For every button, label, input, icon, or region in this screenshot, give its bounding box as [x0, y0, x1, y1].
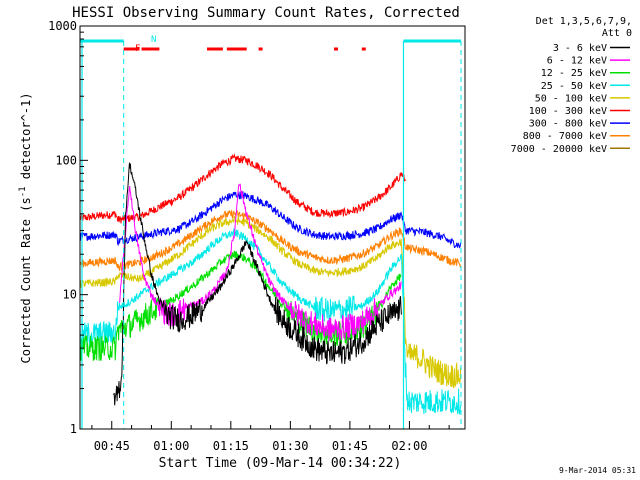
legend-entry-label: 7000 - 20000 keV	[511, 144, 607, 155]
x-tick-label: 01:45	[332, 439, 368, 453]
legend-entry-label: 300 - 800 keV	[529, 119, 607, 130]
y-tick-label: 100	[55, 153, 77, 167]
x-tick-label: 01:00	[153, 439, 189, 453]
flag-label-f: F	[135, 44, 140, 54]
legend-entry-label: 6 - 12 keV	[547, 56, 607, 67]
y-tick-label: 10	[63, 288, 77, 302]
legend-header-line: Det 1,3,5,6,7,9,	[536, 16, 632, 27]
y-tick-label: 1000	[48, 19, 77, 33]
x-tick-label: 01:30	[272, 439, 308, 453]
legend-entry-label: 12 - 25 keV	[541, 68, 607, 79]
series-line-2	[80, 209, 462, 272]
x-axis-label: Start Time (09-Mar-14 00:34:22)	[159, 456, 402, 471]
legend-entry-label: 100 - 300 keV	[529, 106, 607, 117]
flag-label-n: N	[151, 35, 156, 45]
legend-entry-label: 25 - 50 keV	[541, 81, 607, 92]
legend-entry-label: 3 - 6 keV	[553, 43, 607, 54]
y-axis-label: Corrected Count Rate (s-1 detector^-1)	[18, 93, 33, 364]
plot-frame	[79, 25, 466, 430]
chart-title: HESSI Observing Summary Count Rates, Cor…	[72, 5, 460, 21]
x-tick-label: 02:00	[391, 439, 427, 453]
series-line-4	[80, 228, 462, 415]
legend-header-line: Att 0	[602, 28, 632, 39]
y-tick-label: 1	[70, 422, 77, 436]
x-tick-label: 00:45	[94, 439, 130, 453]
legend: Det 1,3,5,6,7,9,Att 0 3 - 6 keV 6 - 12 keV…	[511, 16, 632, 155]
legend-entry-label: 50 - 100 keV	[535, 93, 607, 104]
generated-timestamp: 9-Mar-2014 05:31	[559, 466, 636, 475]
legend-entry-label: 800 - 7000 keV	[523, 131, 607, 142]
series-line-7	[113, 162, 402, 406]
x-tick-label: 01:15	[213, 439, 249, 453]
